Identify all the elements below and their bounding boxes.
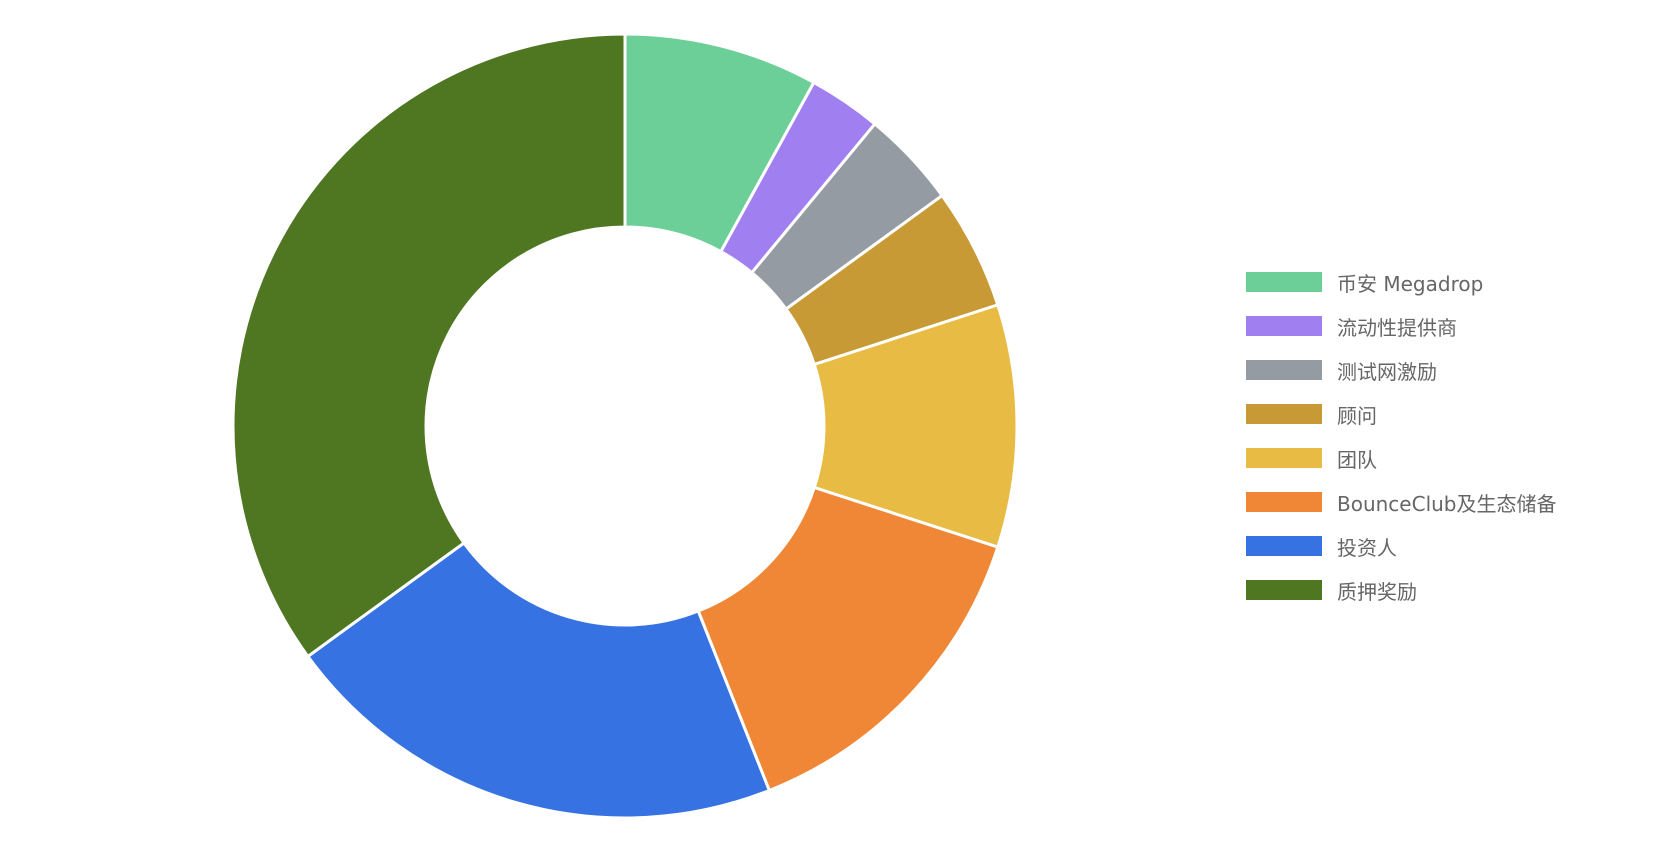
legend-label: 流动性提供商 — [1337, 315, 1457, 340]
legend-swatch — [1246, 492, 1322, 512]
legend-label: 投资人 — [1337, 535, 1397, 560]
legend-label: BounceClub及生态储备 — [1337, 491, 1557, 516]
donut-slice[interactable] — [696, 485, 1000, 793]
legend-item[interactable]: 币安 Megadrop — [1246, 260, 1557, 304]
legend-item[interactable]: 投资人 — [1246, 524, 1557, 568]
legend-item[interactable]: 质押奖励 — [1246, 568, 1557, 612]
legend-swatch — [1246, 316, 1322, 336]
legend-swatch — [1246, 580, 1322, 600]
legend-label: 团队 — [1337, 447, 1377, 472]
legend-swatch — [1246, 536, 1322, 556]
legend-swatch — [1246, 272, 1322, 292]
legend-label: 顾问 — [1337, 403, 1377, 428]
legend-label: 测试网激励 — [1337, 359, 1437, 384]
legend-label: 质押奖励 — [1337, 579, 1417, 604]
legend-swatch — [1246, 448, 1322, 468]
legend-item[interactable]: 流动性提供商 — [1246, 304, 1557, 348]
donut-slice[interactable] — [305, 540, 772, 820]
legend-swatch — [1246, 360, 1322, 380]
legend-label: 币安 Megadrop — [1337, 271, 1484, 296]
legend-item[interactable]: BounceClub及生态储备 — [1246, 480, 1557, 524]
donut-slice[interactable] — [231, 32, 627, 659]
legend-swatch — [1246, 404, 1322, 424]
legend-item[interactable]: 顾问 — [1246, 392, 1557, 436]
legend-item[interactable]: 团队 — [1246, 436, 1557, 480]
legend: 币安 Megadrop 流动性提供商 测试网激励顾问团队 BounceClub及生态储… — [1246, 260, 1557, 612]
legend-item[interactable]: 测试网激励 — [1246, 348, 1557, 392]
